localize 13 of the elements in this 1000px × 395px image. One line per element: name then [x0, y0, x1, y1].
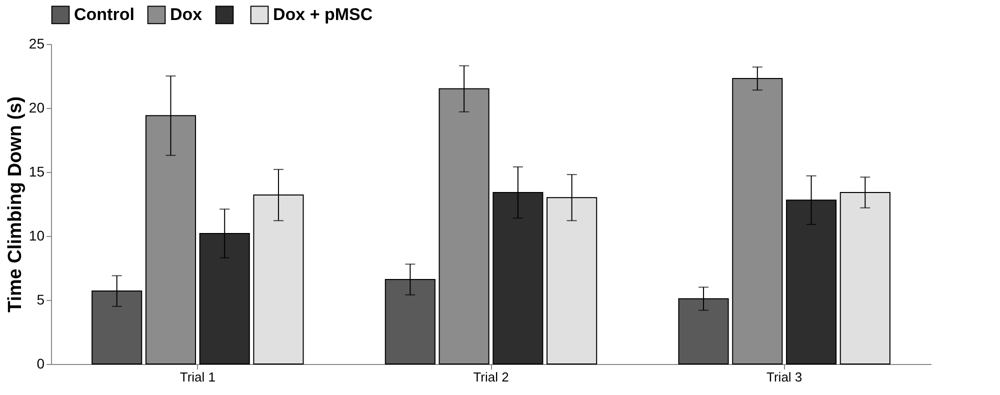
legend-label: Dox: [170, 4, 203, 24]
legend-label: Control: [74, 4, 134, 24]
y-tick-label: 0: [36, 356, 45, 372]
x-tick-label: Trial 3: [766, 370, 802, 384]
y-tick-label: 10: [28, 228, 45, 244]
y-tick-label: 15: [28, 164, 45, 180]
x-tick-label: Trial 1: [180, 370, 216, 384]
y-tick-label: 5: [36, 292, 45, 308]
x-tick-label: Trial 2: [473, 370, 509, 384]
y-tick-label: 25: [28, 36, 45, 52]
y-tick-label: 20: [28, 100, 45, 116]
legend-label: Dox + pMSC: [273, 4, 373, 24]
y-axis-title: Time Climbing Down (s): [4, 96, 26, 313]
